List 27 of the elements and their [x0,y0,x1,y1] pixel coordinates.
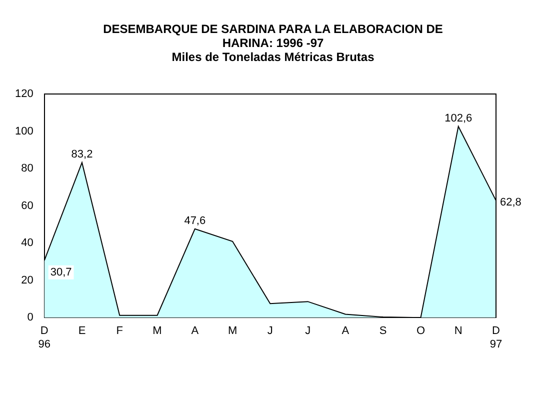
y-tick-label: 40 [21,237,34,250]
y-tick-label: 20 [21,274,34,286]
x-tick-label: A [191,325,200,338]
y-tick-label: 100 [14,125,34,138]
x-tick-label: J [267,325,273,338]
x-tick-label: M [228,325,238,338]
data-label: 62,8 [500,196,522,209]
data-label: 102,6 [444,112,472,124]
x-tick-label: O [416,325,426,338]
chart-subtitle: Miles de Toneladas Métricas Brutas [170,50,376,64]
x-tick-label: S [379,325,387,338]
x-tick-label: D 97 [490,325,502,350]
x-tick-label: D 96 [38,325,50,350]
x-tick-label: F [116,325,124,338]
chart-title: DESEMBARQUE DE SARDINA PARA LA ELABORACION DE HARINA: 1996 -97 [102,22,444,50]
x-tick-label: E [78,325,86,338]
x-tick-label: J [305,325,311,338]
y-tick-label: 120 [14,88,34,100]
y-tick-label: 0 [27,312,34,324]
data-label: 83,2 [71,148,93,161]
data-label: 47,6 [184,214,206,227]
x-tick-label: M [152,325,162,338]
x-tick-label: N [454,325,462,338]
x-tick-label: A [342,325,350,338]
data-label: 30,7 [50,266,72,278]
y-tick-label: 60 [21,200,34,212]
y-tick-label: 80 [21,162,34,175]
